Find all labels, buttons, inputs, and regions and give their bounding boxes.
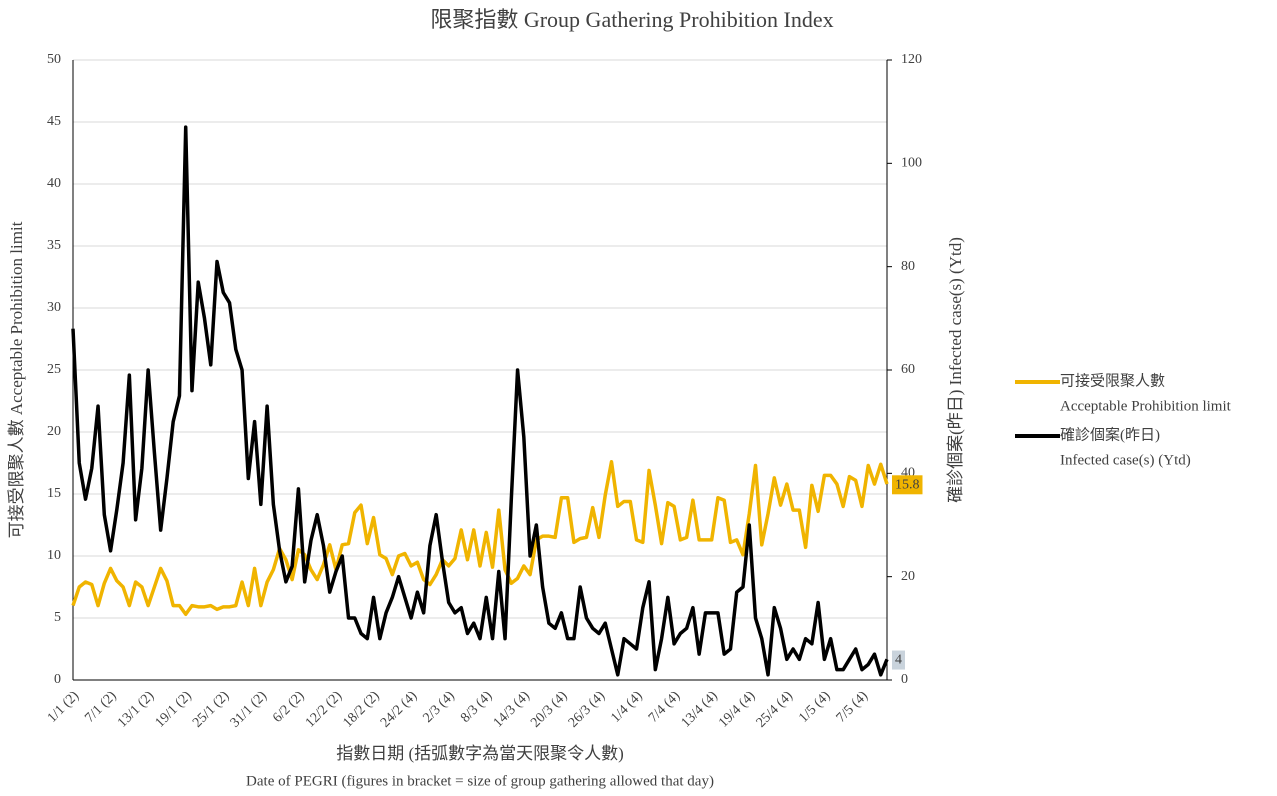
- y2-tick-label: 80: [901, 259, 915, 274]
- y-tick-label: 40: [47, 176, 61, 191]
- y2-tick-label: 120: [901, 52, 922, 67]
- x-tick-label: 13/4 (4): [679, 688, 721, 730]
- x-tick-label: 1/1 (2): [45, 688, 83, 726]
- y-tick-label: 20: [47, 424, 61, 439]
- legend-label: 可接受限聚人數: [1060, 372, 1165, 389]
- y-tick-label: 10: [47, 548, 61, 563]
- y-tick-label: 25: [47, 362, 61, 377]
- x-axis-title: Date of PEGRI (figures in bracket = size…: [246, 773, 714, 789]
- y2-tick-label: 0: [901, 672, 908, 687]
- y-tick-label: 0: [54, 672, 61, 687]
- x-tick-label: 26/3 (4): [566, 688, 608, 730]
- end-value-box: [892, 475, 923, 495]
- y-tick-label: 45: [47, 114, 61, 129]
- y2-axis-title: 確診個案(昨日) Infected case(s) (Ytd): [946, 237, 965, 503]
- x-tick-label: 1/4 (4): [608, 688, 646, 726]
- x-tick-label: 25/1 (2): [190, 688, 232, 730]
- x-tick-label: 1/5 (4): [796, 688, 834, 726]
- y-tick-label: 15: [47, 486, 61, 501]
- y-tick-label: 35: [47, 238, 61, 253]
- y2-tick-label: 20: [901, 569, 915, 584]
- x-tick-label: 7/5 (4): [834, 688, 872, 726]
- x-tick-label: 25/4 (4): [754, 688, 796, 730]
- legend-label: Infected case(s) (Ytd): [1060, 452, 1191, 468]
- x-tick-label: 31/1 (2): [228, 688, 270, 730]
- end-value-label: 4: [895, 653, 902, 668]
- legend-label: 確診個案(昨日): [1060, 425, 1160, 443]
- y-tick-label: 5: [54, 610, 61, 625]
- x-tick-label: 12/2 (2): [303, 688, 345, 730]
- end-value-box: [892, 650, 905, 670]
- x-tick-label: 14/3 (4): [491, 688, 533, 730]
- chart-title: 限聚指數 Group Gathering Prohibition Index: [430, 7, 833, 32]
- series-line: [71, 460, 889, 617]
- x-tick-label: 18/2 (2): [340, 688, 382, 730]
- x-tick-label: 20/3 (4): [528, 688, 570, 730]
- x-tick-label: 24/2 (4): [378, 688, 420, 730]
- y-tick-label: 50: [47, 52, 61, 67]
- x-tick-label: 13/1 (2): [115, 688, 157, 730]
- x-tick-label: 2/3 (4): [421, 688, 459, 726]
- series-line: [71, 125, 889, 677]
- legend-label: Acceptable Prohibition limit: [1060, 398, 1232, 414]
- end-value-label: 15.8: [895, 477, 920, 492]
- x-axis-title: 指數日期 (括弧數字為當天限聚令人數): [336, 744, 624, 763]
- y-tick-label: 30: [47, 300, 61, 315]
- y2-tick-label: 100: [901, 156, 922, 171]
- x-tick-label: 19/4 (4): [716, 688, 758, 730]
- x-tick-label: 19/1 (2): [153, 688, 195, 730]
- y-axis-title: 可接受限聚人數 Acceptable Prohibition limit: [7, 221, 26, 538]
- y2-tick-label: 60: [901, 362, 915, 377]
